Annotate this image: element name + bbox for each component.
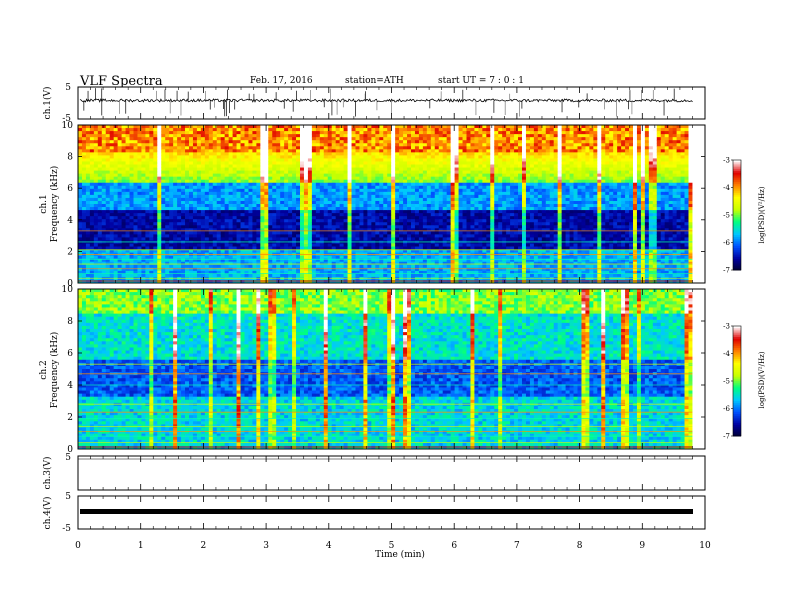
time-axis-tick-label: 2 — [201, 541, 207, 551]
ch2-spectrogram-ytick-label: 10 — [62, 285, 74, 295]
time-axis-tick-label: 9 — [639, 541, 645, 551]
ch2-colorbar-tick-label: -4 — [723, 350, 730, 358]
ch2-spectrogram-image — [78, 289, 705, 449]
time-axis-tick-label: 6 — [451, 541, 457, 551]
start-time-label: start UT = 7 : 0 : 1 — [438, 76, 524, 86]
ch4-waveform-ylabel: ch.4(V) — [42, 497, 53, 530]
ch1-colorbar-tick-label: -7 — [723, 267, 730, 275]
ch1-spectrogram-ytick-label: 4 — [67, 216, 73, 226]
ch4-ytick-bottom: -5 — [62, 524, 71, 534]
ch3-waveform-ylabel: ch.3(V) — [42, 457, 53, 490]
ch2-spectrogram-ytick-label: 2 — [67, 413, 73, 423]
ch4-waveform-trace — [80, 509, 693, 514]
ch2-colorbar: -3 -4 -5 -6 -7 — [723, 323, 741, 441]
ch1-spectrogram-ytick-label: 2 — [67, 247, 73, 257]
ch2-spectrogram-ytick-label: 4 — [67, 381, 73, 391]
ch2-spectrogram-ytick-label: 8 — [67, 317, 73, 327]
time-axis-tick-label: 10 — [699, 541, 711, 551]
ch2-colorbar-tick-label: -7 — [723, 433, 730, 441]
ch1-colorbar: -3 -4 -5 -6 -7 — [723, 157, 741, 275]
ch4-waveform-panel: 5 -5 ch.4(V) — [42, 492, 705, 534]
time-axis-tick-label: 7 — [514, 541, 520, 551]
ch1-ytick-top: 5 — [65, 83, 71, 93]
ch1-spectrogram-ylabel-frequency: Frequency (kHz) — [49, 166, 60, 243]
time-axis-tick-label: 4 — [326, 541, 332, 551]
ch2-spectrogram-ylabel-channel: ch.2 — [39, 360, 49, 379]
ch2-spectrogram-ylabel-frequency: Frequency (kHz) — [49, 332, 60, 409]
ch1-spectrogram-ytick-label: 8 — [67, 153, 73, 163]
ch2-colorbar-tick-label: -5 — [723, 378, 730, 386]
ch3-waveform-panel: 5 ch.3(V) — [42, 453, 705, 490]
ch4-ytick-top: 5 — [65, 492, 71, 502]
time-axis-tick-label: 0 — [75, 541, 81, 551]
ch2-colorbar-tick-label: -3 — [723, 323, 730, 331]
ch1-spectrogram-image — [78, 125, 705, 283]
ch1-colorbar-tick-label: -6 — [723, 239, 730, 247]
ch1-spectrogram-ytick-label: 10 — [62, 121, 74, 131]
date-label: Feb. 17, 2016 — [250, 76, 313, 86]
time-axis-tick-label: 3 — [263, 541, 269, 551]
ch1-colorbar-label: log(PSD)(V²/Hz) — [758, 186, 766, 243]
ch2-spectrogram-ytick-label: 6 — [67, 349, 73, 359]
time-axis-tick-label: 8 — [577, 541, 583, 551]
ch1-waveform-ylabel: ch.1(V) — [42, 87, 53, 120]
ch1-spectrogram-ylabel-channel: ch.1 — [39, 194, 49, 213]
ch1-spectrogram-ytick-label: 6 — [67, 184, 73, 194]
time-axis-label: Time (min) — [375, 549, 425, 560]
ch2-colorbar-label: log(PSD)(V²/Hz) — [758, 351, 766, 408]
ch1-colorbar-tick-label: -5 — [723, 212, 730, 220]
ch3-ytick-top: 5 — [65, 453, 71, 463]
time-axis-tick-label: 1 — [138, 541, 144, 551]
ch2-colorbar-tick-label: -6 — [723, 405, 730, 413]
ch1-colorbar-tick-label: -4 — [723, 184, 730, 192]
station-label: station=ATH — [345, 76, 404, 86]
ch1-waveform-panel: 5 -5 ch.1(V) — [42, 83, 705, 124]
ch1-colorbar-tick-label: -3 — [723, 157, 730, 165]
